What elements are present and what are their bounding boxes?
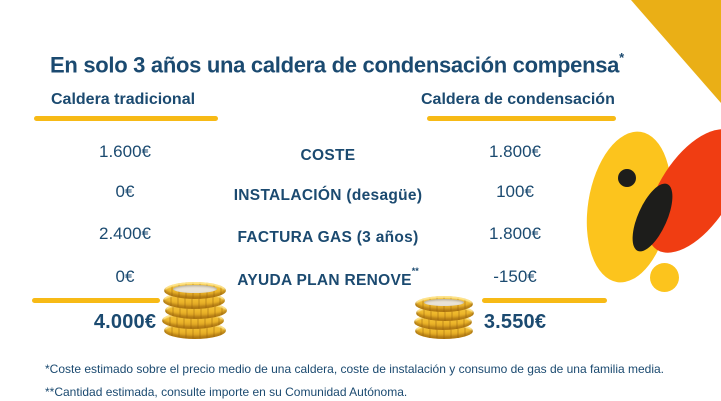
- row-label: COSTE: [300, 147, 356, 165]
- value-condensation: 100€: [496, 182, 534, 201]
- mascot-dot-shape: [650, 263, 679, 292]
- value-traditional: 0€: [115, 182, 135, 201]
- table-row: 1.600€ COSTE 1.800€: [0, 142, 721, 165]
- page-title: En solo 3 años una caldera de condensaci…: [50, 50, 650, 78]
- coin: [415, 296, 473, 312]
- row-label: AYUDA PLAN RENOVE**: [237, 266, 419, 290]
- table-row: 0€ AYUDA PLAN RENOVE** -150€: [0, 266, 721, 290]
- value-condensation: 1.800€: [489, 142, 541, 161]
- row-label: FACTURA GAS (3 años): [237, 229, 419, 247]
- column-header-condensation: Caldera de condensación: [421, 91, 615, 108]
- total-traditional: 4.000€: [93, 311, 157, 333]
- value-condensation: 1.800€: [489, 224, 541, 243]
- total-divider-right: [482, 298, 607, 303]
- footnote-renove-estimate: **Cantidad estimada, consulte importe en…: [45, 385, 408, 399]
- total-divider-left: [32, 298, 160, 303]
- coin-stack-icon: [162, 281, 228, 339]
- value-condensation: -150€: [493, 267, 537, 286]
- table-row: 2.400€ FACTURA GAS (3 años) 1.800€: [0, 224, 721, 247]
- table-row: 0€ INSTALACIÓN (desagüe) 100€: [0, 182, 721, 205]
- header-underline-right: [427, 116, 616, 121]
- mascot-eye-icon: [618, 169, 636, 187]
- value-traditional: 1.600€: [99, 142, 151, 161]
- total-condensation: 3.550€: [483, 311, 547, 333]
- coin: [164, 282, 226, 299]
- title-footnote-marker: *: [619, 50, 624, 65]
- row-footnote-marker: **: [411, 266, 419, 276]
- value-traditional: 0€: [115, 267, 135, 286]
- column-header-traditional: Caldera tradicional: [51, 91, 196, 108]
- coin-stack-icon: [414, 293, 476, 339]
- page-title-text: En solo 3 años una caldera de condensaci…: [50, 52, 620, 78]
- value-traditional: 2.400€: [99, 224, 151, 243]
- row-label: INSTALACIÓN (desagüe): [233, 187, 423, 205]
- header-underline-left: [34, 116, 218, 121]
- footnote-cost-estimate: *Coste estimado sobre el precio medio de…: [45, 362, 665, 376]
